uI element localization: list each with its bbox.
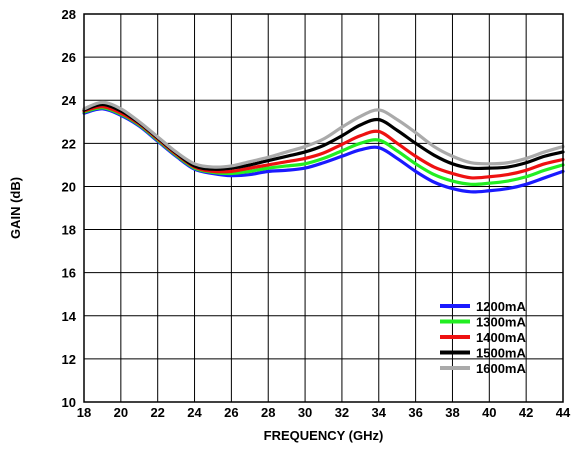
- legend-label-1500mA: 1500mA: [476, 346, 526, 361]
- x-tick-label: 26: [224, 405, 238, 420]
- series-layer: [82, 100, 565, 194]
- y-tick-label: 24: [62, 93, 77, 108]
- y-tick-label: 16: [62, 266, 76, 281]
- legend-label-1600mA: 1600mA: [476, 361, 526, 376]
- legend-label-1300mA: 1300mA: [476, 315, 526, 330]
- x-tick-label: 32: [335, 405, 349, 420]
- x-tick-label: 36: [408, 405, 422, 420]
- x-axis-label: FREQUENCY (GHz): [264, 428, 384, 443]
- y-tick-label: 20: [62, 179, 76, 194]
- y-tick-label: 12: [62, 352, 76, 367]
- series-line-1600mA: [82, 100, 565, 169]
- y-tick-label: 18: [62, 223, 76, 238]
- plot-frame: [83, 13, 564, 403]
- y-tick-label: 22: [62, 136, 76, 151]
- x-tick-label: 30: [298, 405, 312, 420]
- legend-label-1200mA: 1200mA: [476, 299, 526, 314]
- x-tick-label: 42: [519, 405, 533, 420]
- y-tick-label: 14: [62, 309, 77, 324]
- x-tick-label: 40: [482, 405, 496, 420]
- y-tick-label: 26: [62, 50, 76, 65]
- x-tick-label: 28: [261, 405, 275, 420]
- y-tick-labels: 10 12 14 16 18 20 22 24 26 28: [62, 7, 77, 410]
- series-line-1200mA: [82, 107, 565, 194]
- x-tick-label: 20: [114, 405, 128, 420]
- x-tick-label: 34: [372, 405, 387, 420]
- y-axis-label: GAIN (dB): [8, 177, 23, 239]
- x-tick-label: 44: [556, 405, 571, 420]
- y-tick-label: 28: [62, 7, 76, 22]
- x-tick-label: 18: [77, 405, 91, 420]
- legend-label-1400mA: 1400mA: [476, 330, 526, 345]
- x-tick-label: 24: [187, 405, 202, 420]
- x-tick-labels: 18 20 22 24 26 28 30 32 34 36 38 40 42 44: [77, 405, 571, 420]
- x-tick-label: 22: [150, 405, 164, 420]
- x-tick-label: 38: [445, 405, 459, 420]
- y-tick-label: 10: [62, 395, 76, 410]
